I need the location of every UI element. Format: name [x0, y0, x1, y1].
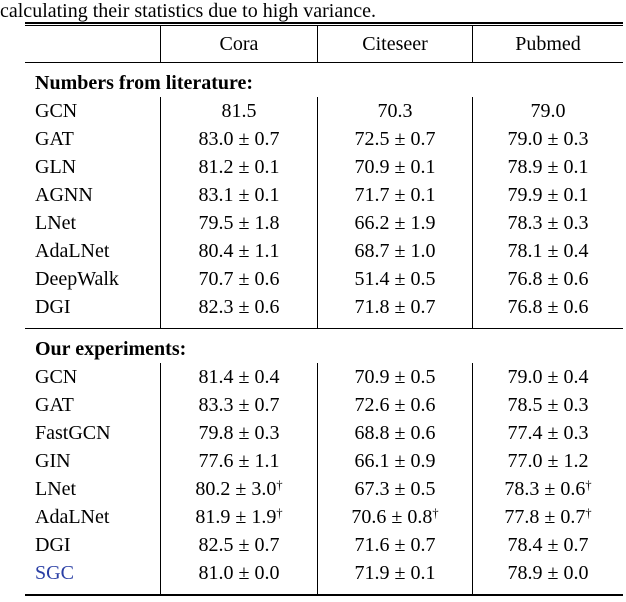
model-name-cell: GCN: [35, 366, 78, 388]
table-body: Numbers from literature: GCN 81.5 70.3 79.0 G…: [25, 63, 623, 594]
value-cell: 83.1 ± 0.1: [160, 181, 317, 209]
model-name-cell: GCN: [35, 100, 78, 122]
value-cell: 78.3 ± 0.3: [472, 209, 623, 237]
model-name-cell: FastGCN: [35, 422, 111, 444]
table-row: DGI 82.3 ± 0.6 71.8 ± 0.7 76.8 ± 0.6: [25, 293, 623, 328]
value-cell: 66.2 ± 1.9: [317, 209, 472, 237]
value-cell: 70.9 ± 0.5: [317, 363, 472, 391]
section-header-row: Numbers from literature:: [25, 63, 623, 97]
results-table: Cora Citeseer Pubmed Numbers from litera…: [25, 26, 623, 594]
table-row: SGC 81.0 ± 0.0 71.9 ± 0.1 78.9 ± 0.0: [25, 559, 623, 594]
value-cell: 68.7 ± 1.0: [317, 237, 472, 265]
model-name-cell: DeepWalk: [35, 268, 119, 290]
value-cell: 83.3 ± 0.7: [160, 391, 317, 419]
value-cell: 81.5: [160, 97, 317, 125]
value-cell: 70.3: [317, 97, 472, 125]
value-cell: 81.2 ± 0.1: [160, 153, 317, 181]
value-cell: 79.8 ± 0.3: [160, 419, 317, 447]
value-cell: 68.8 ± 0.6: [317, 419, 472, 447]
table-row: GCN 81.5 70.3 79.0: [25, 97, 623, 125]
table-row: GAT 83.3 ± 0.7 72.6 ± 0.6 78.5 ± 0.3: [25, 391, 623, 419]
value-cell: 77.6 ± 1.1: [160, 447, 317, 475]
value-cell: 70.6 ± 0.8†: [317, 503, 472, 531]
value-cell: 51.4 ± 0.5: [317, 265, 472, 293]
value-cell: 82.5 ± 0.7: [160, 531, 317, 559]
value-cell: 81.9 ± 1.9†: [160, 503, 317, 531]
table-row: AGNN 83.1 ± 0.1 71.7 ± 0.1 79.9 ± 0.1: [25, 181, 623, 209]
column-header-cora: Cora: [160, 26, 317, 63]
value-cell: 78.9 ± 0.0: [472, 559, 623, 594]
value-cell: 80.4 ± 1.1: [160, 237, 317, 265]
table-row: LNet 79.5 ± 1.8 66.2 ± 1.9 78.3 ± 0.3: [25, 209, 623, 237]
paragraph-text: calculating their statistics due to high…: [0, 0, 376, 22]
table-row: GLN 81.2 ± 0.1 70.9 ± 0.1 78.9 ± 0.1: [25, 153, 623, 181]
model-name-cell: GAT: [35, 128, 74, 150]
value-cell: 79.0 ± 0.3: [472, 125, 623, 153]
table-row: DeepWalk 70.7 ± 0.6 51.4 ± 0.5 76.8 ± 0.6: [25, 265, 623, 293]
value-cell: 82.3 ± 0.6: [160, 293, 317, 328]
value-cell: 83.0 ± 0.7: [160, 125, 317, 153]
model-name-cell: LNet: [35, 212, 77, 234]
section-header: Our experiments:: [25, 328, 623, 363]
model-name-cell: LNet: [35, 478, 77, 500]
table-row: GCN 81.4 ± 0.4 70.9 ± 0.5 79.0 ± 0.4: [25, 363, 623, 391]
table-row: GAT 83.0 ± 0.7 72.5 ± 0.7 79.0 ± 0.3: [25, 125, 623, 153]
section-header-row: Our experiments:: [25, 328, 623, 363]
value-cell: 78.4 ± 0.7: [472, 531, 623, 559]
column-header-row: Cora Citeseer Pubmed: [25, 26, 623, 63]
table-row: AdaLNet 80.4 ± 1.1 68.7 ± 1.0 78.1 ± 0.4: [25, 237, 623, 265]
table-row: DGI 82.5 ± 0.7 71.6 ± 0.7 78.4 ± 0.7: [25, 531, 623, 559]
column-header-pubmed: Pubmed: [472, 26, 623, 63]
value-cell: 77.0 ± 1.2: [472, 447, 623, 475]
table-bottom-rule: [25, 594, 623, 597]
value-cell: 79.9 ± 0.1: [472, 181, 623, 209]
table-top-rule: [25, 22, 623, 26]
value-cell: 79.5 ± 1.8: [160, 209, 317, 237]
value-cell: 81.4 ± 0.4: [160, 363, 317, 391]
value-cell: 79.0 ± 0.4: [472, 363, 623, 391]
model-name-cell: AGNN: [35, 184, 93, 206]
value-cell: 71.7 ± 0.1: [317, 181, 472, 209]
value-cell: 72.6 ± 0.6: [317, 391, 472, 419]
value-cell: 76.8 ± 0.6: [472, 293, 623, 328]
model-name-cell: DGI: [35, 534, 71, 556]
value-cell: 71.9 ± 0.1: [317, 559, 472, 594]
section-header: Numbers from literature:: [35, 72, 254, 94]
value-cell: 72.5 ± 0.7: [317, 125, 472, 153]
model-name-cell: GAT: [35, 394, 74, 416]
model-name-cell: DGI: [35, 296, 71, 318]
table-row: FastGCN 79.8 ± 0.3 68.8 ± 0.6 77.4 ± 0.3: [25, 419, 623, 447]
value-cell: 78.9 ± 0.1: [472, 153, 623, 181]
model-name-cell: AdaLNet: [35, 506, 110, 528]
model-name-cell: AdaLNet: [35, 240, 110, 262]
value-cell: 79.0: [472, 97, 623, 125]
value-cell: 77.4 ± 0.3: [472, 419, 623, 447]
value-cell: 77.8 ± 0.7†: [472, 503, 623, 531]
value-cell: 78.1 ± 0.4: [472, 237, 623, 265]
value-cell: 71.8 ± 0.7: [317, 293, 472, 328]
value-cell: 71.6 ± 0.7: [317, 531, 472, 559]
value-cell: 78.3 ± 0.6†: [472, 475, 623, 503]
model-name-cell: GIN: [35, 450, 71, 472]
table-head: Cora Citeseer Pubmed: [25, 26, 623, 63]
table-row: GIN 77.6 ± 1.1 66.1 ± 0.9 77.0 ± 1.2: [25, 447, 623, 475]
value-cell: 66.1 ± 0.9: [317, 447, 472, 475]
value-cell: 81.0 ± 0.0: [160, 559, 317, 594]
corner-cell: [25, 26, 160, 63]
table-row: LNet 80.2 ± 3.0† 67.3 ± 0.5 78.3 ± 0.6†: [25, 475, 623, 503]
value-cell: 70.7 ± 0.6: [160, 265, 317, 293]
model-name-cell: GLN: [35, 156, 77, 178]
value-cell: 78.5 ± 0.3: [472, 391, 623, 419]
table-row: AdaLNet 81.9 ± 1.9† 70.6 ± 0.8† 77.8 ± 0.7†: [25, 503, 623, 531]
column-header-citeseer: Citeseer: [317, 26, 472, 63]
value-cell: 67.3 ± 0.5: [317, 475, 472, 503]
value-cell: 76.8 ± 0.6: [472, 265, 623, 293]
value-cell: 80.2 ± 3.0†: [160, 475, 317, 503]
value-cell: 70.9 ± 0.1: [317, 153, 472, 181]
model-name-cell: SGC: [35, 562, 74, 584]
